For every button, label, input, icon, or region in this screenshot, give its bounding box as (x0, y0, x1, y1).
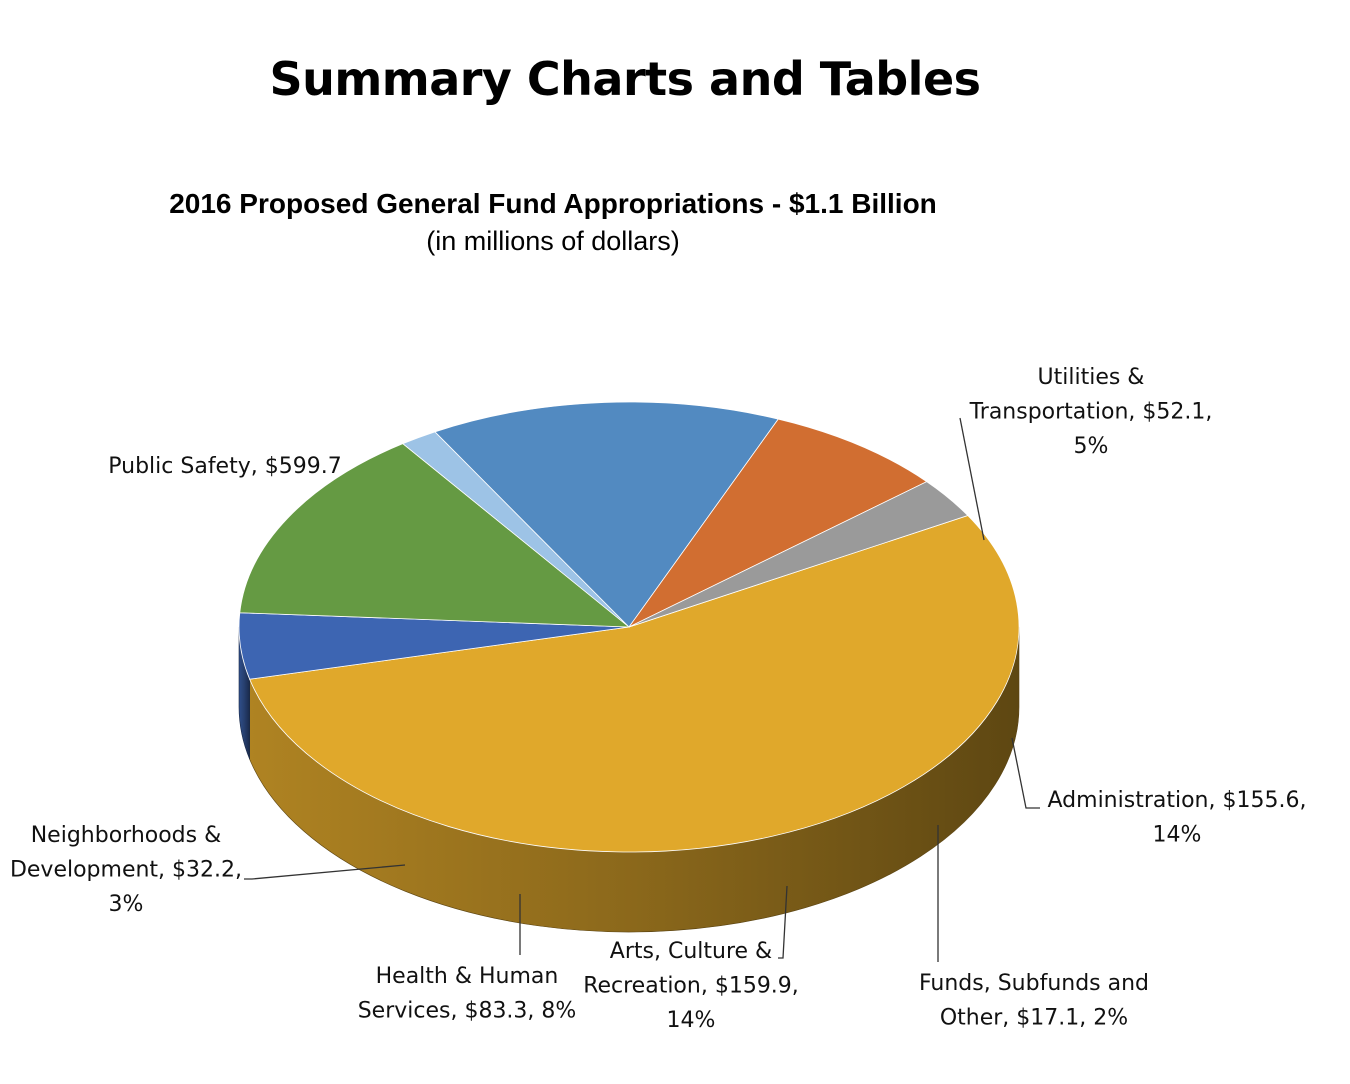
leader-line-administration (1011, 737, 1040, 809)
slice-arts-culture-and-recreation (434, 401, 779, 628)
data-label-line: Funds, Subfunds and (919, 971, 1149, 996)
data-label-line: Arts, Culture & (610, 939, 772, 964)
data-label-health-and-human-services: Health & Human Services, $83.3, 8% (358, 964, 577, 1024)
data-label-line: Recreation, $159.9, (583, 974, 799, 999)
data-label-line: Other, $17.1, 2% (940, 1006, 1128, 1031)
chart-title: 2016 Proposed General Fund Appropriation… (169, 188, 937, 219)
data-label-line: 5% (1074, 434, 1109, 459)
data-label-line: 3% (109, 892, 144, 917)
data-label-line: Public Safety, $599.7 (108, 454, 341, 479)
data-label-neighborhoods-and-development: Neighborhoods & Development, $32.2, 3% (10, 823, 242, 917)
data-label-utilities-and-transportation: Utilities & Transportation, $52.1, 5% (969, 365, 1213, 459)
slice-neighborhoods-and-development (628, 481, 969, 628)
leader-line-utilities-and-transportation (959, 417, 985, 541)
leader-line-neighborhoods-and-development (244, 864, 406, 880)
leader-line-arts-culture-and-recreation (778, 885, 788, 959)
data-label-line: 14% (667, 1008, 716, 1033)
page-title: Summary Charts and Tables (269, 52, 981, 106)
slice-public-safety (249, 515, 1020, 853)
data-label-funds-subfunds-and-other: Funds, Subfunds and Other, $17.1, 2% (919, 971, 1149, 1031)
data-label-line: 14% (1153, 823, 1202, 848)
data-label-line: Administration, $155.6, (1048, 788, 1307, 813)
data-label-arts-culture-and-recreation: Arts, Culture & Recreation, $159.9, 14% (583, 939, 799, 1033)
data-label-line: Neighborhoods & (31, 823, 222, 848)
data-label-line: Services, $83.3, 8% (358, 999, 577, 1024)
data-label-line: Health & Human (376, 964, 559, 989)
slice-health-and-human-services (628, 418, 928, 628)
data-label-line: Transportation, $52.1, (969, 400, 1213, 425)
slice-administration (239, 443, 631, 628)
data-label-line: Development, $32.2, (10, 858, 242, 883)
data-label-public-safety: Public Safety, $599.7 (108, 454, 341, 479)
data-label-administration: Administration, $155.6, 14% (1048, 788, 1307, 848)
chart-subtitle: (in millions of dollars) (426, 226, 680, 256)
data-label-line: Utilities & (1038, 365, 1145, 390)
